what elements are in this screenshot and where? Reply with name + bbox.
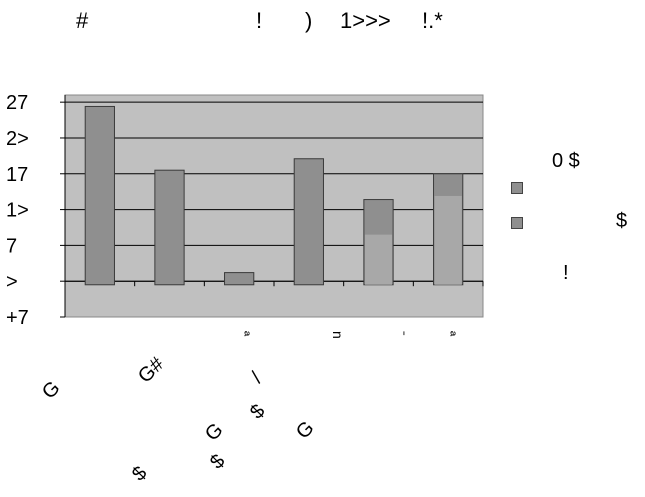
y-tick-label: > [6,271,18,293]
legend-swatch-1 [511,182,523,194]
bar [154,169,185,286]
bar [224,272,255,286]
plot-area [64,94,484,318]
y-tick-label: 7 [6,235,17,257]
x-tick-label: n [330,331,346,339]
y-tick-label: 1> [6,200,29,222]
chart-title-fragment-4: 1>>> [340,8,391,33]
legend-label-3: ! [563,262,569,284]
x-tick-label: ª [237,331,253,337]
y-tick-label: 27 [6,92,28,114]
legend-label-2: $ [616,210,628,232]
x-tick-label: ª [443,331,459,337]
bar [84,105,115,286]
chart-title-fragment-3: ) [305,8,313,33]
chart-title-fragment-2: ! [256,8,263,33]
y-tick-label: +7 [6,307,29,329]
legend-swatch-2 [511,217,523,229]
legend-label-1: 0 $ [552,150,580,172]
chart-title-fragment-1: # [76,8,89,33]
bar-segment [364,234,393,285]
bar-segment [434,195,462,285]
chart-title-fragment-5: !.* [422,8,443,33]
x-tick-label: ˉ [392,331,408,336]
y-tick-label: 17 [6,164,28,186]
y-tick-label: 2> [6,128,29,150]
bar [293,158,324,286]
